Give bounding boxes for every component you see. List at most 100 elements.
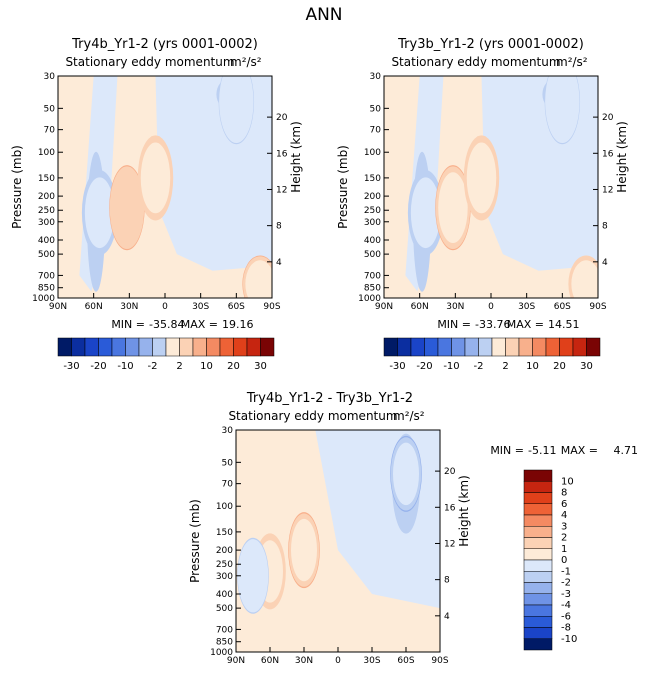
y-tick-label: 50 [44,104,56,114]
panel-try4b: Try4b_Yr1-2 (yrs 0001-0002) Stationary e… [10,37,303,331]
x-tick-label: 90S [431,656,448,666]
y2-axis-title: Height (km) [289,121,303,192]
y2-tick-label: 8 [444,576,450,586]
y-tick-label: 700 [38,271,55,281]
positive-contour [112,172,142,244]
y-tick-label: 30 [222,426,234,436]
max-label: MAX = [181,318,218,331]
colorbar-cell [57,337,72,357]
negative-contour [84,177,115,249]
x-tick-label: 60N [411,302,429,312]
x-tick-label: 0 [162,302,168,312]
colorbar-cell [192,337,207,357]
y-tick-label: 200 [364,192,381,202]
y-axis-title: Pressure (mb) [10,145,24,229]
colorbar-cell [464,337,479,357]
y-tick-label: 700 [364,271,381,281]
colorbar-cell [523,627,553,639]
colorbar-cell [165,337,180,357]
colorbar-label: -20 [90,361,106,372]
y2-axis-title: Height (km) [457,475,471,546]
colorbar-label: 30 [254,361,267,372]
positive-contour [291,518,317,582]
y2-axis-title: Height (km) [615,121,629,192]
colorbar-label: 30 [580,361,593,372]
colorbar-cell [523,638,553,651]
negative-contour [547,76,578,138]
y-tick-label: 500 [38,250,55,260]
figure-title: ANN [305,5,342,25]
y2-tick-label: 12 [276,185,287,195]
colorbar-label: 2 [561,533,567,544]
y-tick-label: 100 [216,502,233,512]
colorbar-cell [138,337,153,357]
positive-contour [466,142,497,214]
y2-tick-label: 12 [444,539,455,549]
max-label: MAX = [507,318,544,331]
y-tick-label: 850 [38,284,55,294]
colorbar-label: 6 [561,499,567,510]
y2-tick-label: 20 [444,467,456,477]
colorbar-cell [478,337,493,357]
colorbar-label: 2 [502,361,508,372]
colorbar-cell [152,337,167,357]
y-tick-label: 250 [216,560,233,570]
y-tick-label: 1000 [358,294,381,304]
y-tick-label: 400 [216,590,233,600]
panel-subtitle: Stationary eddy momentum [228,409,397,423]
y-tick-label: 300 [216,572,233,582]
x-tick-label: 60S [228,302,245,312]
y-tick-label: 500 [364,250,381,260]
contour-field [236,430,440,652]
colorbar-label: -20 [416,361,432,372]
colorbar-cell [491,337,506,357]
colorbar-cell [206,337,221,357]
colorbar-label: -10 [561,634,577,645]
x-tick-label: 90N [375,302,393,312]
colorbar-label: 4 [561,510,567,521]
max-value: 4.71 [614,444,639,457]
min-value: -35.84 [149,318,184,331]
y-tick-label: 70 [44,126,56,136]
colorbar-label: 2 [176,361,182,372]
colorbar-cell [523,548,553,561]
x-tick-label: 30S [518,302,535,312]
colorbar-cell [532,337,547,357]
colorbar-cell [523,469,553,482]
negative-contour [410,177,441,249]
colorbar-cell [523,593,553,606]
panel-title: Try3b_Yr1-2 (yrs 0001-0002) [397,37,584,52]
y2-tick-label: 16 [602,149,614,159]
min-label: MIN = [437,318,471,331]
colorbar-cell [505,337,520,357]
x-tick-label: 60S [554,302,571,312]
colorbar-label: 20 [553,361,566,372]
colorbar-label: 10 [200,361,213,372]
colorbar-label: -10 [117,361,133,372]
y-tick-label: 300 [364,218,381,228]
positive-contour [438,172,468,244]
colorbar-label: -6 [561,611,571,622]
positive-contour [245,260,272,298]
colorbar-cell [233,337,248,357]
panel-difference: Try4b_Yr1-2 - Try3b_Yr1-2 Stationary edd… [188,391,638,666]
x-tick-label: 0 [488,302,494,312]
x-tick-label: 0 [335,656,341,666]
max-value: 14.51 [548,318,580,331]
colorbar-label: -8 [561,623,571,634]
x-tick-label: 30S [192,302,209,312]
colorbar-label: -2 [148,361,158,372]
colorbar-cell [518,337,533,357]
min-value: -33.76 [475,318,510,331]
colorbar-cell [246,337,261,357]
y-tick-label: 300 [38,218,55,228]
x-tick-label: 90S [263,302,280,312]
colorbar-cell [523,514,553,527]
colorbar-cell [523,616,553,628]
y-tick-label: 250 [38,206,55,216]
colorbars: -30 -20 -10 -2 2 10 20 30 -30 -20 -10 -2 2 10 20 301086… [57,337,601,651]
x-tick-label: 90S [589,302,606,312]
colorbar-label: -10 [443,361,459,372]
colorbar-cell [559,337,574,357]
max-label: MAX = [561,444,598,457]
